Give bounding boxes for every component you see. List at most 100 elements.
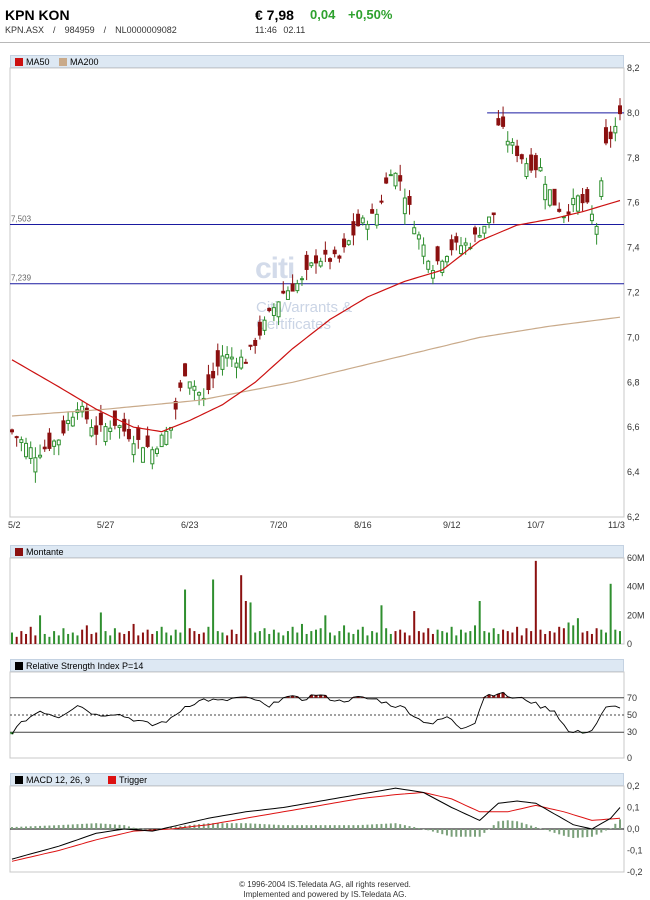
volume-bar: [333, 635, 336, 644]
x-tick-label: 7/20: [270, 520, 288, 530]
macd-histogram-bar: [146, 829, 149, 830]
candle-body: [487, 216, 492, 224]
macd-histogram-bar: [71, 824, 74, 829]
volume-bar: [483, 631, 486, 644]
footer-copyright: © 1996-2004 IS.Teledata AG, all rights r…: [239, 880, 411, 889]
volume-bar: [380, 605, 383, 644]
macd-histogram-bar: [450, 829, 453, 837]
candle-body: [346, 240, 351, 245]
candle-body: [276, 301, 281, 318]
candle-body: [61, 420, 66, 434]
macd-histogram-bar: [20, 826, 23, 829]
macd-histogram-bar: [132, 827, 135, 829]
volume-bar: [104, 631, 107, 644]
macd-histogram-bar: [478, 829, 481, 837]
macd-histogram-bar: [296, 825, 299, 829]
y-tick-label-price: 6,4: [627, 467, 640, 477]
candle-body: [281, 290, 286, 294]
macd-histogram-bar: [516, 821, 519, 829]
candle-body: [318, 260, 323, 267]
y-tick-label-macd: 0,2: [627, 781, 640, 791]
candle-body: [98, 412, 103, 426]
macd-histogram-bar: [324, 825, 327, 829]
volume-bar: [427, 628, 430, 644]
volume-bar: [361, 626, 364, 644]
candle-body: [248, 344, 253, 347]
candle-body: [126, 428, 131, 440]
macd-histogram-bar: [310, 825, 313, 829]
candle-body: [211, 370, 216, 379]
y-tick-label-volume: 0: [627, 639, 632, 649]
volume-bar: [202, 632, 205, 644]
candle-body: [365, 224, 370, 230]
candle-body: [580, 194, 585, 204]
macd-histogram-bar: [609, 828, 612, 829]
volume-bar: [263, 628, 266, 644]
candle-body: [136, 427, 141, 440]
candle-body: [412, 227, 417, 235]
candle-body: [594, 225, 599, 235]
y-tick-label-price: 7,2: [627, 288, 640, 298]
volume-bar: [258, 631, 261, 644]
candle-body: [491, 212, 496, 216]
volume-bar: [272, 629, 275, 644]
candle-body: [454, 236, 459, 243]
price-panel-frame: [9, 67, 625, 518]
volume-bar: [445, 632, 448, 644]
candle-body: [356, 213, 361, 227]
volume-bar: [151, 633, 154, 644]
candle-body: [501, 116, 506, 127]
candle-body: [42, 446, 47, 450]
volume-bar: [324, 615, 327, 644]
volume-bar: [179, 632, 182, 644]
macd-histogram-bar: [394, 823, 397, 829]
volume-bar: [357, 629, 360, 644]
volume-bar: [590, 633, 593, 644]
volume-bar: [553, 632, 556, 644]
macd-histogram-bar: [413, 827, 416, 829]
macd-histogram-bar: [333, 825, 336, 829]
volume-bar: [109, 635, 112, 644]
id-separator: /: [53, 25, 56, 35]
candle-body: [19, 439, 24, 443]
volume-bar: [315, 629, 317, 644]
candle-body: [304, 254, 309, 270]
quote-date: 02.11: [283, 25, 306, 35]
macd-histogram-bar: [221, 823, 224, 829]
candle-body: [407, 196, 412, 205]
candle-body: [342, 238, 347, 248]
candle-body: [482, 225, 487, 234]
volume-bar: [600, 629, 603, 644]
candle-body: [271, 307, 276, 316]
candle-body: [14, 436, 19, 439]
candle-body: [33, 457, 38, 473]
macd-histogram-bar: [15, 826, 18, 829]
candle-body: [108, 427, 113, 432]
volume-bar: [71, 632, 74, 644]
rsi-overbought-fill: [496, 693, 500, 698]
macd-histogram-bar: [595, 829, 598, 835]
rsi-overbought-fill: [319, 695, 323, 698]
macd-histogram-bar: [427, 829, 430, 831]
citi-logo: citi: [255, 252, 295, 285]
candle-body: [328, 258, 333, 262]
macd-histogram-bar: [474, 829, 477, 837]
rsi-overbought-fill: [314, 695, 318, 698]
volume-bar: [76, 635, 79, 644]
x-tick-label: 5/27: [97, 520, 115, 530]
candle-body: [473, 227, 478, 235]
candle-body: [430, 270, 435, 279]
last-price: € 7,98: [255, 7, 294, 23]
volume-bar: [48, 636, 51, 644]
candle-body: [154, 448, 159, 454]
volume-bars: [11, 560, 621, 644]
macd-histogram-bar: [141, 828, 144, 830]
macd-histogram-bar: [29, 826, 32, 829]
candle-body: [140, 447, 145, 463]
rsi-overbought-fill: [492, 695, 496, 698]
candle-body: [515, 145, 520, 157]
volume-bar: [558, 626, 561, 644]
volume-bar: [343, 625, 346, 644]
volume-bar: [90, 633, 93, 644]
volume-bar: [230, 629, 233, 644]
